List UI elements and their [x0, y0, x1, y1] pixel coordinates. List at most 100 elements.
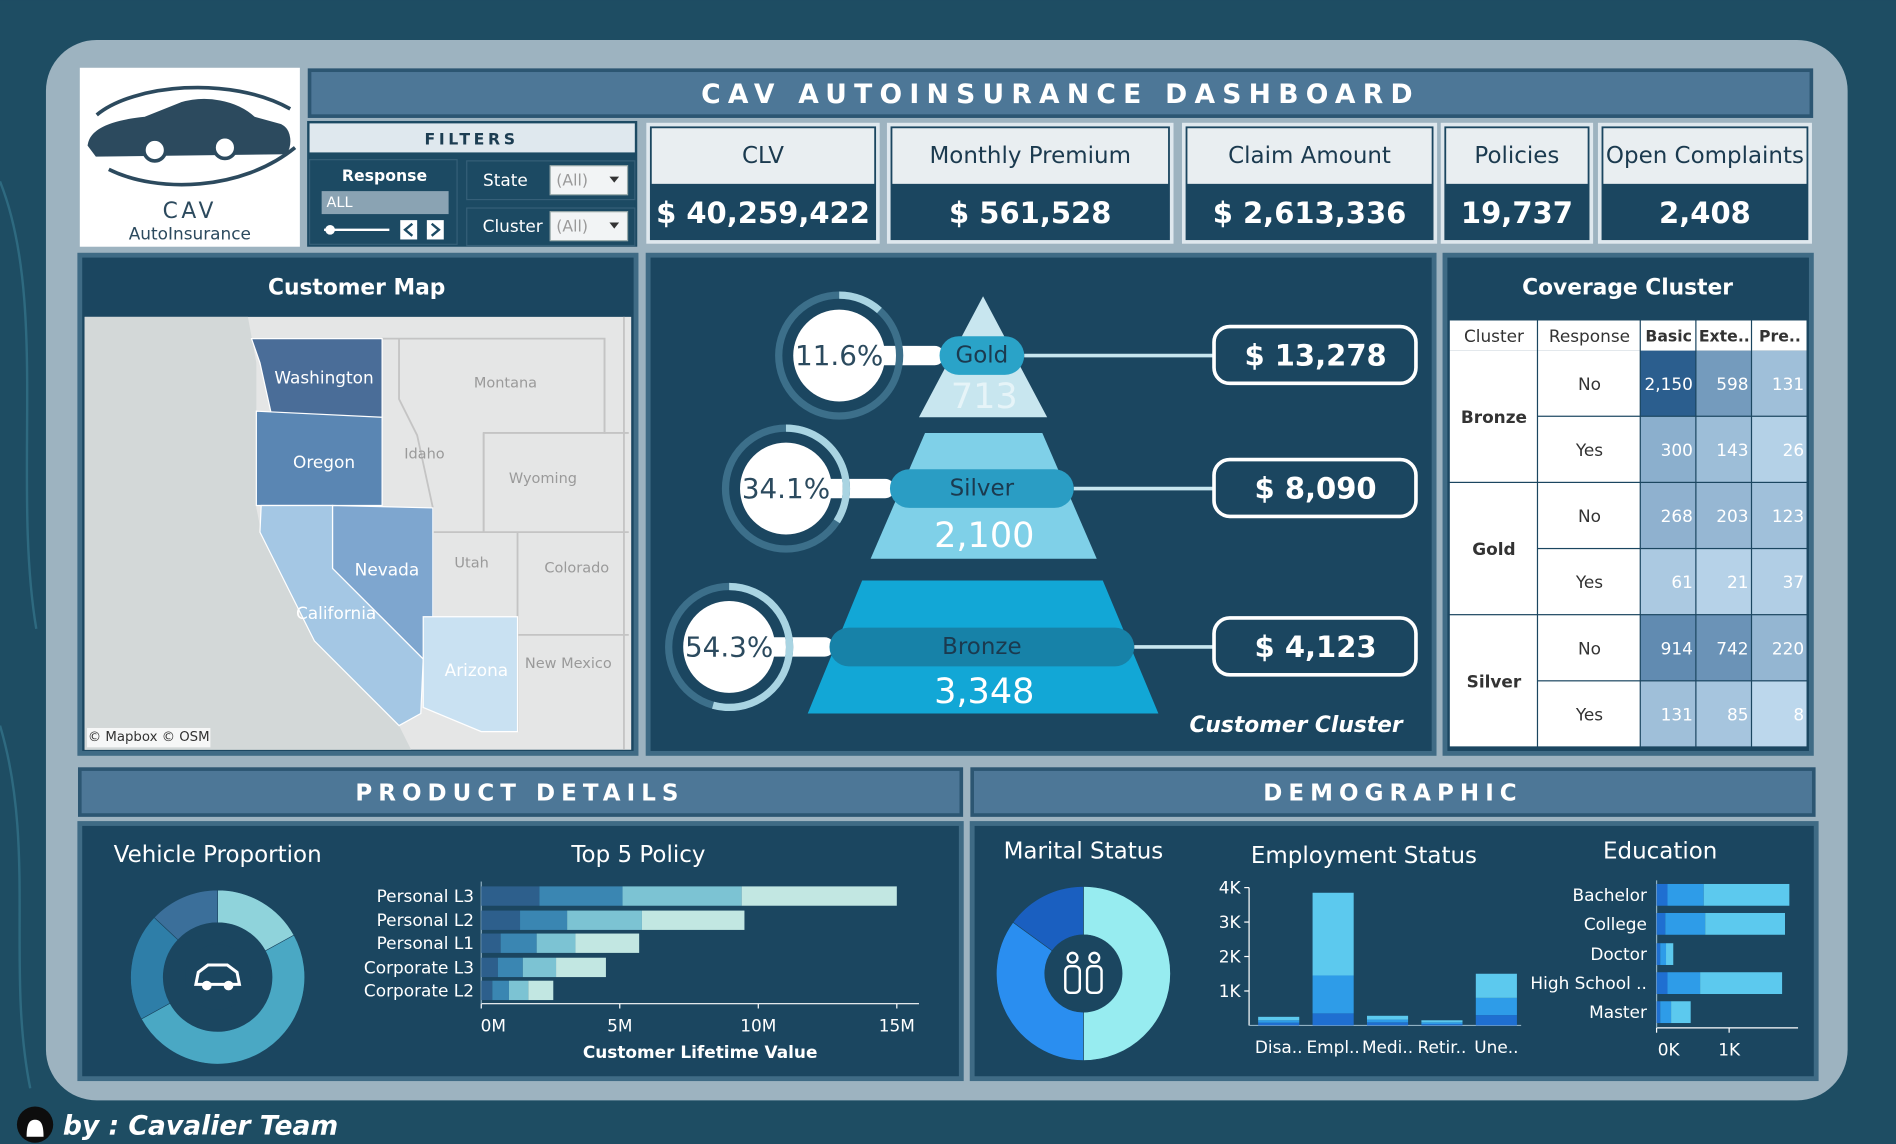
table-cell — [1449, 350, 1537, 482]
cell-value: 123 — [1772, 506, 1804, 526]
heat-cell — [1640, 681, 1696, 747]
car-icon — [194, 963, 242, 986]
chart-title: Top 5 Policy — [570, 842, 705, 868]
state-label: Montana — [474, 375, 537, 391]
map-borders — [382, 316, 629, 750]
heat-cell — [1752, 615, 1807, 681]
x-tick-label: Medi.. — [1362, 1037, 1413, 1057]
table-header: Pre.. — [1759, 327, 1801, 346]
table-header-cell — [1640, 320, 1696, 351]
amount-box — [1212, 616, 1418, 677]
bar-segment — [1667, 883, 1704, 906]
heat-cell — [1752, 416, 1807, 482]
share-badge — [683, 601, 776, 693]
bar-segment — [1366, 1015, 1409, 1020]
chart-title: Marital Status — [1004, 838, 1164, 864]
tier-name: Gold — [955, 343, 1008, 369]
x-tick-label: Empl.. — [1306, 1037, 1359, 1057]
cell-value: 914 — [1661, 638, 1693, 658]
heat-cell — [1640, 549, 1696, 615]
next-button[interactable] — [426, 220, 444, 240]
table-cell — [1538, 416, 1640, 482]
filters-header — [309, 123, 635, 153]
logo-swoosh — [95, 85, 292, 117]
bar-segment — [1667, 972, 1701, 995]
connector — [873, 345, 945, 366]
bar-segment — [500, 933, 537, 953]
tier-pill — [829, 627, 1135, 667]
bar-segment — [1656, 943, 1661, 965]
cell-value: 268 — [1661, 506, 1693, 526]
share-label: 54.3% — [685, 630, 773, 663]
table-header-cell — [1449, 320, 1537, 351]
cell-value: 37 — [1783, 572, 1805, 592]
response-label: Response — [342, 166, 427, 185]
section-title: PRODUCT DETAILS — [355, 780, 684, 806]
footer-credit: by : Cavalier Team — [63, 1110, 338, 1141]
bar-segment — [1660, 1001, 1672, 1024]
table-cell — [1538, 681, 1640, 747]
connector — [819, 478, 895, 499]
amount-label: $ 4,123 — [1255, 630, 1377, 664]
person-body — [1085, 964, 1103, 995]
bar-segment — [1705, 912, 1785, 935]
cell-value: 131 — [1772, 374, 1804, 394]
kpi-value: $ 561,528 — [949, 196, 1111, 230]
response-value: No — [1578, 374, 1601, 394]
response-value: ALL — [326, 195, 352, 211]
kpi-value: 2,408 — [1659, 196, 1751, 230]
heat-cell — [1696, 416, 1751, 482]
y-tick-label: Corporate L2 — [364, 980, 474, 1000]
response-value: No — [1578, 506, 1601, 526]
heat-cell — [1696, 350, 1751, 416]
logo-brand: CAV — [163, 199, 217, 224]
car-wheel — [201, 980, 212, 991]
cell-value: 300 — [1661, 440, 1693, 460]
x-tick-label: 1K — [1718, 1040, 1741, 1060]
bar-segment — [1258, 1022, 1300, 1026]
heat-cell — [1640, 615, 1696, 681]
cell-value: 143 — [1716, 440, 1748, 460]
state-label: Wyoming — [509, 471, 577, 487]
bar-segment — [520, 910, 568, 930]
response-value-box[interactable] — [321, 191, 449, 215]
bar-segment — [481, 957, 498, 978]
prev-button[interactable] — [400, 220, 418, 240]
tier-name: Silver — [950, 476, 1015, 502]
logo-wheel — [212, 134, 238, 161]
bar-segment — [1312, 975, 1354, 1014]
response-value: Yes — [1575, 440, 1603, 460]
decoration — [0, 180, 38, 1089]
x-tick-label: 0M — [481, 1015, 506, 1035]
car-wheel — [223, 980, 234, 991]
share-arc — [839, 291, 882, 314]
bar-segment — [556, 957, 606, 978]
slider-knob[interactable] — [325, 224, 335, 235]
x-tick-label: Une.. — [1474, 1037, 1518, 1057]
person-head — [1088, 951, 1101, 964]
bar-segment — [1665, 912, 1706, 935]
kpi-label: Policies — [1474, 143, 1559, 169]
state-border — [431, 432, 629, 732]
state-label: New Mexico — [525, 656, 612, 672]
bar-segment — [622, 886, 742, 906]
person-body — [1064, 964, 1082, 995]
bar-segment — [539, 886, 623, 906]
cluster-name: Gold — [1472, 539, 1515, 559]
donut-slice — [1012, 886, 1084, 952]
cell-value: 131 — [1661, 705, 1693, 725]
kpi-label: CLV — [742, 143, 784, 169]
bar-segment — [1258, 1016, 1300, 1021]
donut-slice — [996, 921, 1084, 1061]
state-value: (All) — [556, 171, 588, 190]
bar-segment — [1258, 1020, 1300, 1023]
state-label: Utah — [454, 556, 488, 572]
cluster-name: Bronze — [1461, 407, 1527, 427]
bar-segment — [1421, 1022, 1463, 1025]
y-tick-label: Personal L2 — [377, 910, 474, 930]
dropdown-arrow — [609, 222, 620, 229]
kpi-label: Claim Amount — [1228, 143, 1391, 169]
github-icon-mark — [26, 1119, 44, 1137]
person-head — [1066, 951, 1079, 964]
